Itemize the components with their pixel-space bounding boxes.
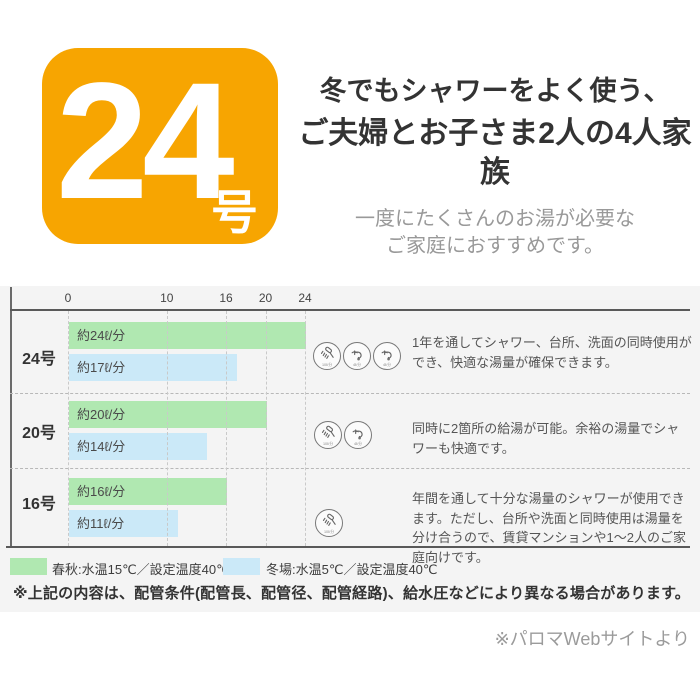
row-label-20: 20号 <box>22 425 56 442</box>
axis-tick-label: 16 <box>219 291 233 305</box>
chart-left-border <box>10 287 12 546</box>
faucet-icon: 4ℓ/分 <box>373 342 401 370</box>
usage-icons-row2: 10ℓ/分 4ℓ/分 <box>314 421 372 449</box>
comparison-chart: 24号 20号 16号 約24ℓ/分 約17ℓ/分 約20ℓ/分 約14ℓ/分 … <box>0 286 700 612</box>
row-separator <box>10 393 690 394</box>
gridline <box>68 311 69 546</box>
shower-icon: 10ℓ/分 <box>313 342 341 370</box>
footnote: ※上記の内容は、配管条件(配管長、配管径、配管経路)、給水圧などにより異なる場合… <box>13 585 690 602</box>
faucet-icon: 4ℓ/分 <box>343 342 371 370</box>
legend-label-winter: 冬場:水温5℃／設定温度40℃ <box>266 562 438 577</box>
legend-swatch-springfall <box>10 558 47 575</box>
row-label-16: 16号 <box>22 496 56 513</box>
gridline <box>265 311 267 546</box>
row-description-16: 年間を通して十分な湯量のシャワーが使用できます。ただし、台所や洗面と同時使用は湯… <box>412 491 686 565</box>
axis-tick-label: 0 <box>64 291 72 305</box>
usage-icons-row1: 10ℓ/分 4ℓ/分 4ℓ/分 <box>313 342 401 370</box>
axis-tick-label: 10 <box>160 291 174 305</box>
capacity-badge: 24 号 <box>42 48 278 244</box>
axis-tick-label: 24 <box>298 291 312 305</box>
source-credit: ※パロマWebサイトより <box>494 629 690 649</box>
headline-sub-line2: ご家庭におすすめです。 <box>386 235 604 258</box>
axis-tick-label: 20 <box>258 291 273 305</box>
headline-line2: ご夫婦とお子さま2人の4人家族 <box>298 117 692 190</box>
faucet-icon: 4ℓ/分 <box>344 421 372 449</box>
headline-line1: 冬でもシャワーをよく使う、 <box>319 76 671 106</box>
chart-top-axis <box>10 309 690 311</box>
usage-icons-row3: 10ℓ/分 <box>315 509 343 537</box>
row-description-24: 1年を通してシャワー、台所、洗面の同時使用ができ、快適な湯量が確保できます。 <box>412 335 692 370</box>
gridline <box>226 311 227 546</box>
headline-sub: 一度にたくさんのお湯が必要な ご家庭におすすめです。 <box>295 206 695 260</box>
shower-icon: 10ℓ/分 <box>315 509 343 537</box>
flow-bar-winter: 約17ℓ/分 <box>69 354 237 381</box>
gridline <box>305 311 306 546</box>
headline-block: 冬でもシャワーをよく使う、 ご夫婦とお子さま2人の4人家族 一度にたくさんのお湯… <box>295 74 695 260</box>
flow-bar-springfall: 約16ℓ/分 <box>69 478 227 505</box>
flow-bar-springfall: 約20ℓ/分 <box>69 401 267 428</box>
legend-label-springfall: 春秋:水温15℃／設定温度40℃ <box>52 562 231 577</box>
row-label-24: 24号 <box>22 351 56 368</box>
row-separator <box>10 468 690 469</box>
gridline <box>166 311 168 546</box>
shower-icon: 10ℓ/分 <box>314 421 342 449</box>
badge-number: 24 <box>56 49 235 234</box>
flow-bar-springfall: 約24ℓ/分 <box>69 322 306 349</box>
flow-bar-winter: 約14ℓ/分 <box>69 433 207 460</box>
chart-bottom-axis <box>6 546 690 548</box>
flow-bar-winter: 約11ℓ/分 <box>69 510 178 537</box>
headline-sub-line1: 一度にたくさんのお湯が必要な <box>355 208 635 231</box>
badge-unit: 号 <box>211 186 258 239</box>
row-description-20: 同時に2箇所の給湯が可能。余裕の湯量でシャワーも快適です。 <box>412 421 680 456</box>
legend-swatch-winter <box>223 558 260 575</box>
